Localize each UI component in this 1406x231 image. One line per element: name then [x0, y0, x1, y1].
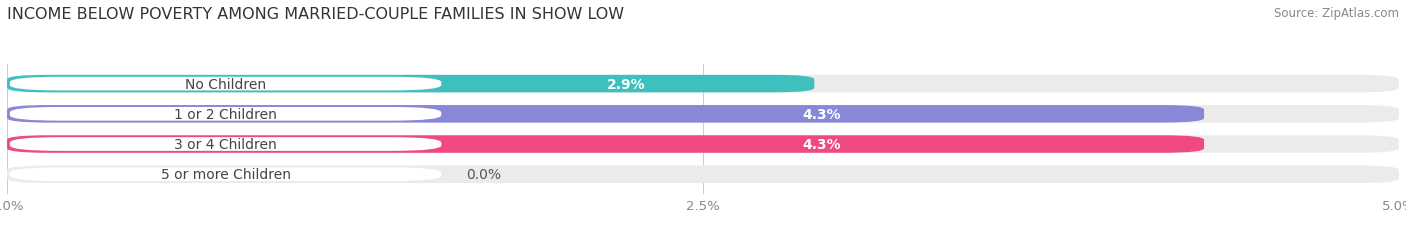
Text: 1 or 2 Children: 1 or 2 Children — [174, 107, 277, 121]
Text: 4.3%: 4.3% — [801, 107, 841, 121]
FancyBboxPatch shape — [7, 76, 814, 93]
Text: 5 or more Children: 5 or more Children — [160, 167, 291, 182]
Text: INCOME BELOW POVERTY AMONG MARRIED-COUPLE FAMILIES IN SHOW LOW: INCOME BELOW POVERTY AMONG MARRIED-COUPL… — [7, 7, 624, 22]
FancyBboxPatch shape — [10, 138, 441, 151]
Text: 3 or 4 Children: 3 or 4 Children — [174, 137, 277, 151]
FancyBboxPatch shape — [7, 136, 1399, 153]
FancyBboxPatch shape — [7, 76, 1399, 93]
FancyBboxPatch shape — [7, 106, 1399, 123]
FancyBboxPatch shape — [10, 107, 441, 121]
FancyBboxPatch shape — [10, 168, 441, 181]
Text: No Children: No Children — [186, 77, 266, 91]
Text: 2.9%: 2.9% — [607, 77, 645, 91]
Text: 4.3%: 4.3% — [801, 137, 841, 151]
Text: 0.0%: 0.0% — [467, 167, 502, 182]
Text: Source: ZipAtlas.com: Source: ZipAtlas.com — [1274, 7, 1399, 20]
FancyBboxPatch shape — [10, 77, 441, 91]
FancyBboxPatch shape — [7, 136, 1204, 153]
FancyBboxPatch shape — [7, 106, 1204, 123]
FancyBboxPatch shape — [7, 166, 1399, 183]
